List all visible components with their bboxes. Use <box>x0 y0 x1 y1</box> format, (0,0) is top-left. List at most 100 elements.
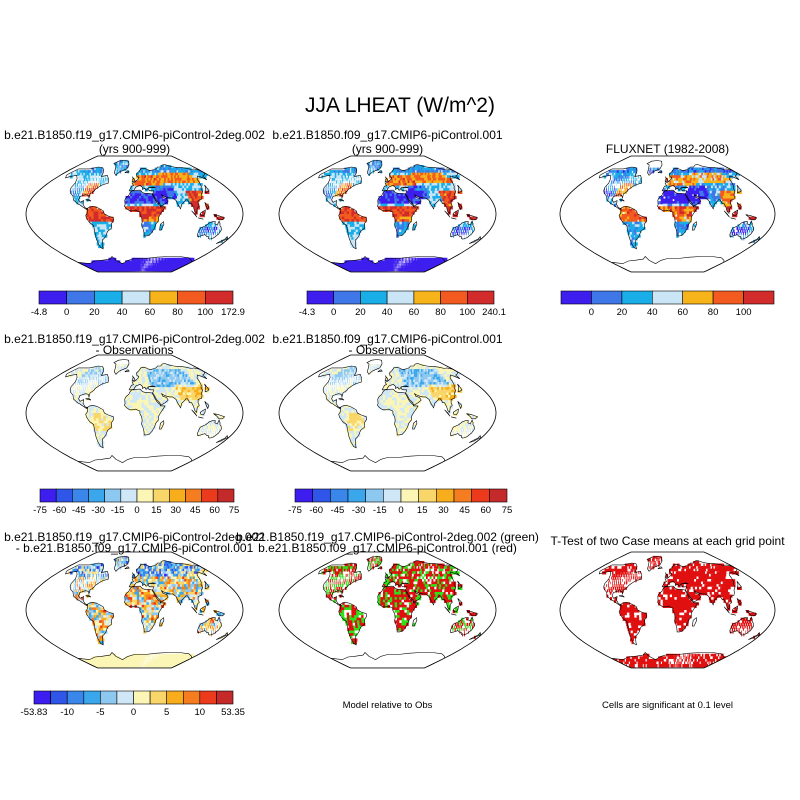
grid-cell <box>153 410 157 414</box>
coastline <box>736 202 742 211</box>
grid-cell <box>421 190 426 194</box>
grid-cell <box>165 188 170 192</box>
grid-cell <box>98 366 101 370</box>
grid-cell <box>132 263 134 267</box>
grid-cell <box>618 188 620 192</box>
grid-cell <box>103 180 105 184</box>
grid-cell <box>667 183 671 187</box>
grid-cell <box>398 196 402 200</box>
grid-cell <box>148 263 149 267</box>
grid-cell <box>461 232 463 236</box>
grid-cell <box>415 185 420 189</box>
grid-cell <box>149 413 152 417</box>
grid-cell <box>91 175 93 179</box>
grid-cell <box>172 190 177 194</box>
grid-cell <box>137 374 141 378</box>
grid-cell <box>144 265 146 269</box>
grid-cell <box>333 382 335 386</box>
grid-cell <box>151 180 155 184</box>
grid-cell <box>662 208 666 212</box>
grid-cell <box>156 196 161 200</box>
grid-cell <box>94 206 97 210</box>
grid-cell <box>201 410 205 414</box>
grid-cell <box>375 165 376 169</box>
grid-cell <box>626 185 628 189</box>
grid-cell <box>393 257 395 261</box>
grid-cell <box>375 162 376 166</box>
grid-cell <box>145 265 147 269</box>
grid-cell <box>205 229 207 233</box>
grid-cell <box>148 376 152 381</box>
grid-cell <box>346 208 350 212</box>
grid-cell <box>176 201 180 205</box>
grid-cell <box>86 415 90 419</box>
grid-cell <box>395 384 399 388</box>
grid-cell <box>331 376 334 381</box>
grid-cell <box>104 177 106 182</box>
grid-cell <box>340 376 342 381</box>
grid-cell <box>160 384 164 388</box>
grid-cell <box>343 382 345 386</box>
grid-cell <box>177 395 181 399</box>
grid-cell <box>77 190 79 194</box>
grid-cell <box>106 224 110 228</box>
grid-cell <box>88 214 92 218</box>
grid-cell <box>398 376 401 381</box>
grid-cell <box>451 188 457 192</box>
grid-cell <box>92 172 95 176</box>
grid-cell <box>679 177 683 182</box>
grid-cell <box>148 400 152 404</box>
grid-cell <box>399 257 401 261</box>
grid-cell <box>423 190 428 194</box>
grid-cell <box>70 374 73 378</box>
grid-cell <box>388 260 391 264</box>
grid-cell <box>108 415 112 419</box>
grid-cell <box>208 226 211 231</box>
grid-cell <box>372 364 374 368</box>
grid-cell <box>101 420 105 424</box>
grid-cell <box>681 208 685 212</box>
grid-cell <box>169 392 174 396</box>
grid-cell <box>198 185 204 189</box>
grid-cell <box>398 379 402 383</box>
grid-cell <box>84 384 86 388</box>
grid-cell <box>741 226 743 231</box>
grid-cell <box>151 175 155 179</box>
grid-cell <box>347 167 350 171</box>
grid-cell <box>410 260 412 264</box>
grid-cell <box>331 371 335 375</box>
grid-cell <box>614 201 617 205</box>
grid-cell <box>77 198 80 202</box>
grid-cell <box>411 379 415 383</box>
grid-cell <box>151 407 155 411</box>
grid-cell <box>674 180 678 184</box>
grid-cell <box>667 201 671 205</box>
grid-cell <box>651 167 653 171</box>
grid-cell <box>146 402 150 406</box>
grid-cell <box>638 175 639 179</box>
grid-cell <box>76 395 78 399</box>
grid-cell <box>167 392 171 396</box>
grid-cell <box>148 206 152 210</box>
grid-cell <box>156 395 161 399</box>
grid-cell <box>608 188 609 192</box>
grid-cell <box>332 193 335 197</box>
grid-cell <box>349 237 353 241</box>
grid-cell <box>662 206 666 210</box>
grid-cell <box>371 369 373 373</box>
grid-cell <box>388 257 391 261</box>
grid-cell <box>400 180 404 184</box>
grid-cell <box>617 170 620 174</box>
grid-cell <box>358 219 362 223</box>
grid-cell <box>212 428 214 432</box>
grid-cell <box>148 216 152 220</box>
grid-cell <box>728 193 733 197</box>
grid-cell <box>125 397 129 401</box>
grid-cell <box>440 198 444 202</box>
grid-cell <box>101 433 106 437</box>
grid-cell <box>387 190 391 194</box>
grid-cell <box>343 177 345 182</box>
grid-cell <box>158 392 162 396</box>
grid-cell <box>103 219 107 223</box>
grid-cell <box>413 208 417 212</box>
